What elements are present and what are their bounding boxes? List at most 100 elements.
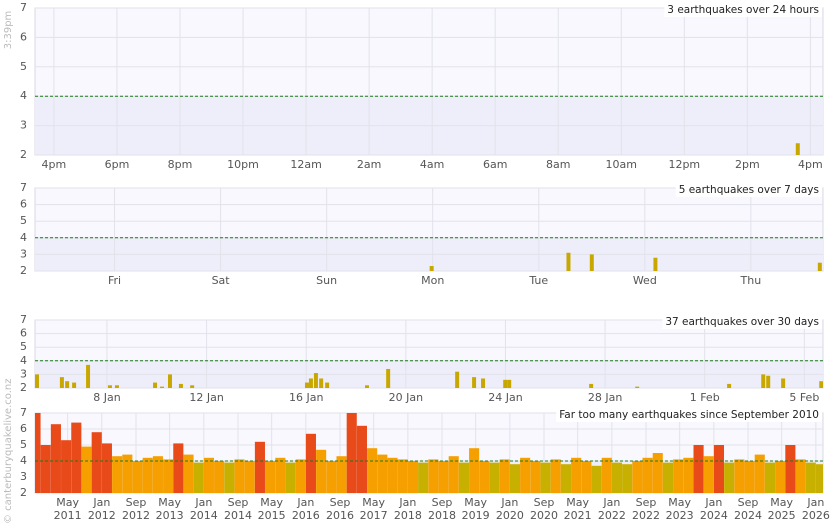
- bar: [50, 424, 61, 493]
- x-tick-label: Thu: [740, 274, 762, 287]
- y-tick-label: 7: [20, 1, 27, 14]
- y-tick-label: 7: [20, 313, 27, 326]
- bar: [795, 143, 800, 155]
- bar: [313, 373, 318, 388]
- y-tick-label: 2: [20, 486, 27, 499]
- bar: [160, 386, 165, 388]
- y-tick-label: 4: [20, 231, 27, 244]
- bar: [142, 457, 153, 493]
- x-tick-label: Sep 2020: [530, 496, 558, 522]
- panel-title: 5 earthquakes over 7 days: [679, 184, 819, 196]
- bar: [397, 459, 408, 493]
- y-tick-label: 2: [20, 148, 27, 161]
- x-tick-label: May 2015: [257, 496, 286, 522]
- bar: [153, 382, 158, 388]
- bar: [35, 374, 39, 388]
- x-tick-label: Jan 2016: [291, 496, 320, 522]
- bar: [190, 385, 195, 388]
- bar: [635, 386, 640, 388]
- bar: [540, 462, 551, 493]
- bar: [214, 461, 225, 493]
- bar: [653, 257, 658, 271]
- bar: [766, 375, 771, 388]
- bar: [499, 459, 510, 493]
- bar: [764, 462, 776, 493]
- copyright: © canterburyquakelive.co.nz: [3, 379, 14, 524]
- bar: [724, 462, 735, 493]
- y-tick-label: 6: [20, 327, 27, 340]
- bar: [275, 457, 286, 493]
- y-tick-label: 5: [20, 438, 27, 451]
- bar: [489, 462, 500, 493]
- bar: [817, 262, 822, 271]
- x-tick-label: May 2019: [461, 496, 490, 522]
- bar: [469, 448, 480, 493]
- bar: [693, 445, 704, 493]
- bar: [566, 252, 571, 271]
- bar: [40, 445, 51, 493]
- y-tick-label: 3: [20, 470, 27, 483]
- bar: [295, 459, 306, 493]
- bar: [367, 448, 378, 493]
- bar: [632, 461, 643, 493]
- bar: [356, 425, 367, 493]
- bar: [503, 379, 508, 388]
- x-tick-label: 12 Jan: [189, 391, 223, 404]
- x-tick-label: May 2025: [767, 496, 796, 522]
- x-tick-label: 5 Feb: [789, 391, 819, 404]
- bar: [152, 456, 163, 493]
- x-tick-label: 16 Jan: [289, 391, 323, 404]
- bar: [520, 457, 531, 493]
- bar: [727, 383, 732, 388]
- x-tick-label: Sep 2016: [325, 496, 354, 522]
- bar: [65, 381, 70, 388]
- bar: [304, 382, 309, 388]
- bars: [35, 364, 823, 388]
- bar: [234, 459, 245, 493]
- bar: [387, 457, 398, 493]
- bar: [438, 461, 449, 493]
- y-tick-label: 3: [20, 247, 27, 260]
- bar: [132, 461, 143, 493]
- x-tick-label: 12pm: [668, 158, 700, 171]
- bar: [86, 364, 91, 388]
- x-tick-label: 8am: [546, 158, 570, 171]
- x-tick-label: 4pm: [42, 158, 67, 171]
- y-tick-label: 4: [20, 89, 27, 102]
- title-bg: [675, 183, 822, 197]
- x-tick-label: Sep 2018: [428, 496, 456, 522]
- bar: [589, 383, 594, 388]
- x-tick-label: 8 Jan: [93, 391, 120, 404]
- bar: [122, 454, 133, 493]
- x-tick-label: May 2017: [359, 496, 388, 522]
- bar: [805, 462, 816, 493]
- x-tick-label: Wed: [633, 274, 657, 287]
- bar: [481, 378, 486, 388]
- bar: [507, 379, 512, 388]
- bar: [407, 461, 418, 493]
- y-tick-label: 4: [20, 354, 27, 367]
- x-tick-label: 1 Feb: [690, 391, 720, 404]
- bar: [107, 385, 112, 388]
- x-tick-label: 28 Jan: [588, 391, 622, 404]
- bar: [795, 459, 806, 493]
- x-tick-label: Jan 2014: [189, 496, 218, 522]
- bar: [193, 462, 204, 493]
- bar: [326, 461, 337, 493]
- bar: [346, 413, 357, 493]
- x-tick-label: 24 Jan: [488, 391, 522, 404]
- y-tick-label: 3: [20, 367, 27, 380]
- bar: [560, 464, 571, 493]
- bar: [571, 457, 582, 493]
- bar: [509, 464, 520, 493]
- bar: [325, 382, 330, 388]
- bar: [734, 459, 745, 493]
- bar: [589, 254, 594, 271]
- y-tick-label: 6: [20, 198, 27, 211]
- bar: [308, 378, 313, 388]
- x-tick-label: Jan 2018: [393, 496, 422, 522]
- time-label: 3:39pm: [3, 11, 14, 50]
- bar: [254, 441, 265, 493]
- x-tick-label: 20 Jan: [389, 391, 423, 404]
